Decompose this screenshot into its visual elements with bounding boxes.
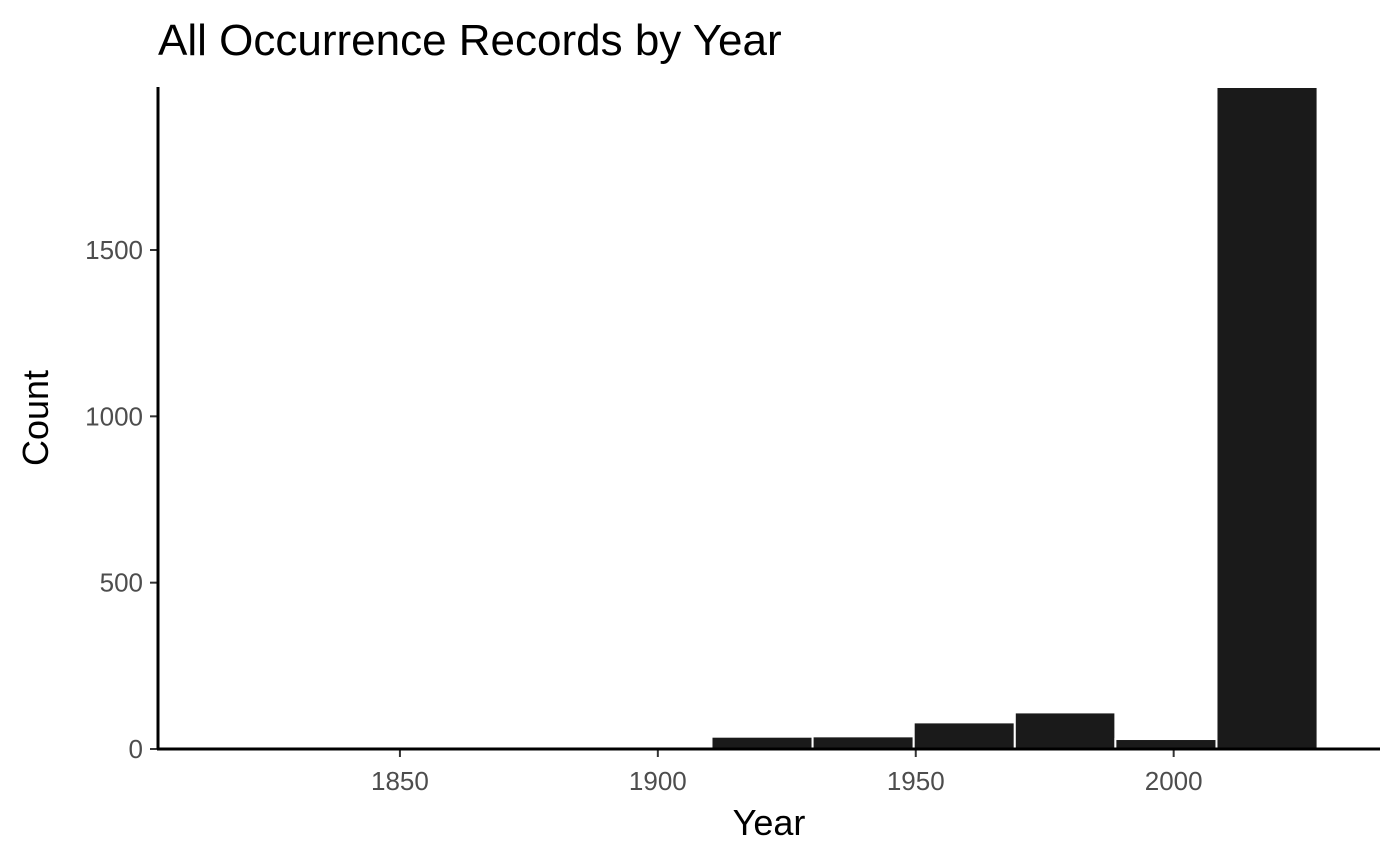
histogram-bar-5 [710,735,814,751]
histogram-bar-10 [1215,86,1319,750]
x-tick-label-0: 1850 [371,766,429,796]
y-tick-label-1: 500 [100,568,143,598]
x-tick-label-2: 1950 [887,766,945,796]
histogram-bar-6 [811,735,915,750]
histogram-bar-8 [1013,711,1117,751]
bars-group [609,86,1319,751]
y-axis-title: Count [15,370,56,466]
histogram-bar-7 [912,721,1016,751]
x-axis-title: Year [733,802,806,843]
chart-title: All Occurrence Records by Year [158,16,782,65]
x-axis-ticks: 1850 1900 1950 2000 [371,749,1203,796]
y-tick-label-0: 0 [129,734,143,764]
y-axis-ticks: 0 500 1000 1500 [85,235,158,764]
x-tick-label-3: 2000 [1145,766,1203,796]
y-tick-label-3: 1500 [85,235,143,265]
x-tick-label-1: 1900 [629,766,687,796]
y-tick-label-2: 1000 [85,401,143,431]
